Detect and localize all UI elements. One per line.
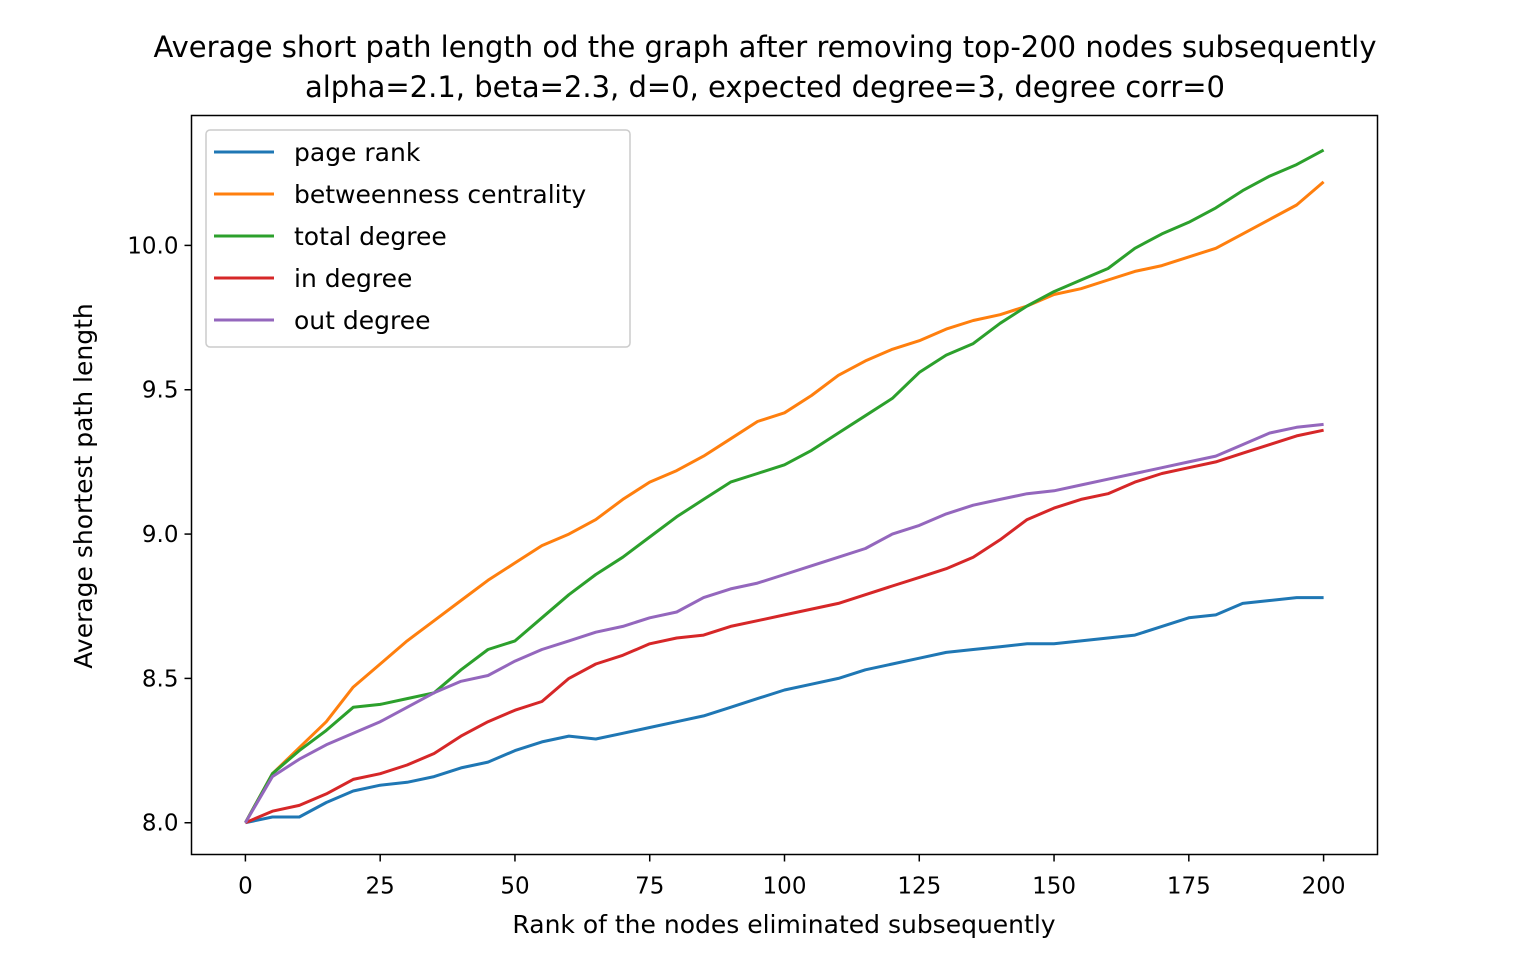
y-axis: 8.0 8.5 9.0 9.5 10.0 [127,233,192,837]
x-tick-label: 50 [500,874,529,900]
chart-subtitle: alpha=2.1, beta=2.3, d=0, expected degre… [304,70,1226,104]
legend: page rank betweenness centrality total deg… [205,129,631,348]
x-tick-label: 200 [1302,874,1346,900]
series-line-1 [244,180,1325,824]
x-tick-label: 0 [238,874,253,900]
series-line-2 [244,148,1325,824]
y-tick-label: 8.0 [142,811,179,837]
legend-label: in degree [294,264,412,293]
x-tick-label: 150 [1032,874,1076,900]
series-line-4 [244,422,1324,824]
y-tick-label: 10.0 [127,233,178,259]
x-tick-label: 100 [763,874,807,900]
legend-box [205,129,631,348]
x-tick-label: 75 [635,874,664,900]
x-axis-label: Rank of the nodes eliminated subsequentl… [512,910,1055,939]
legend-label: total degree [294,222,447,251]
x-tick-label: 125 [897,874,941,900]
series-lines [244,148,1325,825]
x-tick-label: 25 [366,874,395,900]
series-line-3 [244,428,1324,825]
y-axis-label: Average shortest path length [69,303,98,668]
y-tick-label: 9.5 [142,378,179,404]
chart-title: Average short path length od the graph a… [153,30,1377,64]
legend-label: betweenness centrality [294,180,586,209]
x-tick-label: 175 [1167,874,1211,900]
series-line-0 [245,596,1324,825]
legend-label: out degree [294,306,431,335]
legend-label: page rank [294,138,421,167]
x-axis: 0 25 50 75 100 125 150 175 200 [238,854,1346,900]
y-tick-label: 9.0 [142,522,179,548]
y-tick-label: 8.5 [142,666,179,692]
